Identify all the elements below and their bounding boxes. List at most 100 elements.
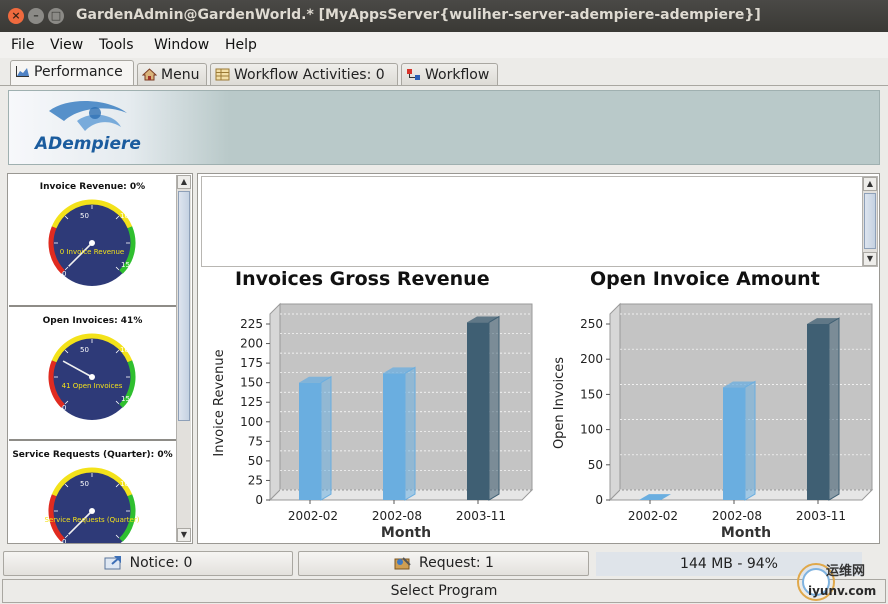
gauge-band: [119, 226, 136, 274]
gauge-card-open-invoices[interactable]: Open Invoices: 41% 0 50 100 150 41 Open Invo…: [9, 309, 176, 441]
gauge-panel-scrollbar[interactable]: ▲ ▼: [176, 175, 191, 542]
gauge-tick: [115, 534, 120, 539]
minimize-window-button[interactable]: –: [28, 8, 44, 24]
bar-side: [828, 317, 840, 501]
gauge-hub: [89, 508, 95, 514]
logo-swoosh-icon: [49, 101, 127, 131]
menu-file[interactable]: File: [11, 37, 35, 53]
gauge-band: [51, 333, 133, 363]
gauge-tick-label: 100: [120, 346, 133, 354]
tab-workflow-activities[interactable]: Workflow Activities: 0: [210, 63, 398, 86]
status-bar: Select Program: [2, 579, 886, 603]
tab-label: Workflow Activities: 0: [234, 67, 385, 83]
notice-label: Notice: 0: [129, 555, 193, 571]
maximize-window-button[interactable]: □: [48, 8, 64, 24]
watermark-cn: 运维网: [826, 564, 866, 579]
y-tick-label: 75: [248, 434, 263, 448]
watermark-logo-icon: [797, 563, 835, 601]
title-bar: × – □ GardenAdmin@GardenWorld.* [MyAppsS…: [0, 0, 888, 32]
y-tick-label: 200: [240, 337, 263, 351]
y-tick-label: 125: [240, 395, 263, 409]
menu-window[interactable]: Window: [154, 37, 210, 53]
gauge-card-invoice-revenue[interactable]: Invoice Revenue: 0% 0 50 100 150 0 Invoice R…: [9, 175, 176, 307]
banner: ADempiere: [8, 90, 880, 165]
x-axis-label: Month: [721, 525, 771, 541]
tab-menu[interactable]: Menu: [137, 63, 207, 86]
scroll-thumb[interactable]: [864, 193, 876, 249]
scroll-thumb[interactable]: [178, 191, 190, 421]
close-window-button[interactable]: ×: [8, 8, 24, 24]
x-tick-label: 2002-08: [712, 509, 762, 523]
gauge-tick: [64, 266, 69, 271]
request-label: Request: 1: [419, 555, 494, 571]
gauge-dial: 0 50 100 Service Requests (Quarter): [45, 467, 140, 544]
gauge-band: [51, 199, 133, 229]
gauge-tick: [64, 483, 69, 488]
gauge-value-label: 41 Open Invoices: [62, 382, 123, 390]
menu-view[interactable]: View: [50, 37, 84, 53]
logo-text: ADempiere: [35, 134, 141, 154]
y-tick-label: 200: [580, 352, 603, 366]
bar: [639, 494, 671, 500]
gauge-tick-label: 150: [121, 395, 134, 403]
x-tick-label: 2002-02: [288, 509, 338, 523]
scroll-down-icon[interactable]: ▼: [863, 252, 877, 266]
gauge-card-service-requests[interactable]: Service Requests (Quarter): 0% 0 50 100 Ser…: [9, 443, 176, 544]
notice-icon: [104, 555, 124, 570]
gauge-dial: 0 50 100 150 41 Open Invoices: [48, 333, 136, 420]
gauge-tick-label: 0: [62, 404, 66, 412]
gauge-value-label: 0 Invoice Revenue: [60, 248, 124, 256]
x-tick-label: 2003-11: [796, 509, 846, 523]
scroll-up-icon[interactable]: ▲: [177, 175, 191, 189]
gauge-needle: [68, 242, 93, 267]
tab-label: Workflow: [425, 67, 490, 83]
gauge-title: Service Requests (Quarter): 0%: [12, 450, 173, 460]
x-tick-label: 2002-08: [372, 509, 422, 523]
request-button[interactable]: Request: 1: [298, 551, 589, 576]
scroll-down-icon[interactable]: ▼: [177, 528, 191, 542]
y-axis-label: Open Invoices: [552, 357, 567, 449]
open-invoice-amount-chart[interactable]: 0 50 100 150 200 250 2002-02 2002-08 2003-11 Mont…: [544, 294, 874, 542]
logo: ADempiere: [9, 91, 229, 164]
y-tick-label: 0: [595, 493, 603, 507]
gauge-face: [49, 468, 135, 543]
tab-label: Menu: [161, 67, 200, 83]
bar-side: [488, 315, 500, 501]
workflow-icon: [406, 68, 421, 81]
watermark-url: iyunv.com: [808, 584, 877, 598]
info-scrollbar[interactable]: ▲ ▼: [862, 177, 877, 266]
notice-button[interactable]: Notice: 0: [3, 551, 293, 576]
y-tick-label: 25: [248, 473, 263, 487]
chart-icon: [15, 65, 30, 78]
gauge-title: Open Invoices: 41%: [42, 316, 143, 326]
window-title: GardenAdmin@GardenWorld.* [MyAppsServer{…: [76, 7, 761, 23]
gauge-tick-label: 0: [62, 270, 66, 278]
info-textarea[interactable]: ▲ ▼: [201, 176, 878, 267]
gauge-title: Invoice Revenue: 0%: [39, 182, 146, 192]
gauge-tick: [64, 215, 69, 220]
gauge-tick-label: 0: [62, 538, 66, 544]
scroll-up-icon[interactable]: ▲: [863, 177, 877, 191]
y-tick-label: 100: [240, 415, 263, 429]
y-tick-label: 100: [580, 423, 603, 437]
menu-help[interactable]: Help: [225, 37, 257, 53]
gauge-dial: 0 50 100 150 0 Invoice Revenue: [48, 199, 136, 286]
gauge-tick-label: 50: [80, 480, 89, 488]
bar: [807, 324, 829, 500]
bar-side: [744, 380, 756, 501]
tab-workflow[interactable]: Workflow: [401, 63, 498, 86]
invoices-gross-revenue-chart[interactable]: 0 25 50 75 100 125 150 175 200 225 2002-02 2002-08 2…: [204, 294, 534, 542]
tab-performance[interactable]: Performance: [10, 60, 134, 86]
bar: [383, 373, 405, 500]
menu-tools[interactable]: Tools: [99, 37, 134, 53]
y-tick-label: 225: [240, 317, 263, 331]
gauge-tick-label: 50: [80, 346, 89, 354]
gauge-band: [48, 360, 65, 408]
x-tick-label: 2002-02: [628, 509, 678, 523]
gauge-tick-label: 150: [121, 261, 134, 269]
request-icon: [393, 555, 413, 570]
gauge-band: [119, 494, 136, 542]
y-axis-label: Invoice Revenue: [212, 349, 227, 456]
performance-charts-panel: ▲ ▼ Invoices Gross Revenue 0 25 50 75 100 125…: [197, 173, 880, 544]
y-tick-label: 150: [240, 376, 263, 390]
